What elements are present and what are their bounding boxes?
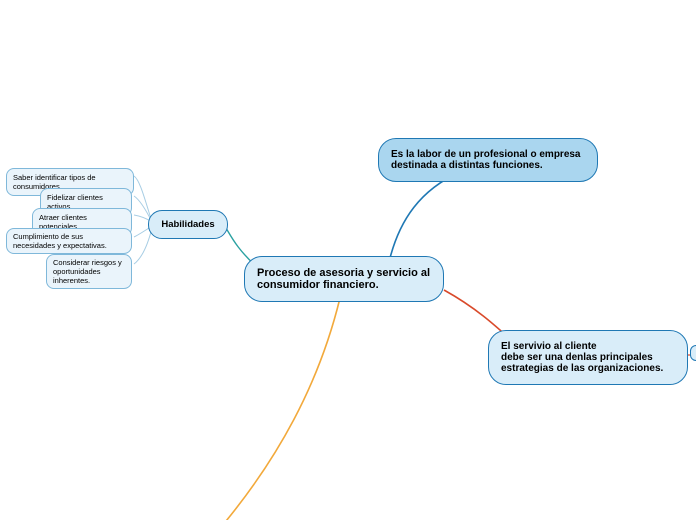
leaf-text: Considerar riesgos y oportunidades inher… <box>53 258 122 285</box>
branch-definition-text: Es la labor de un profesional o empresa … <box>391 149 581 171</box>
branch-habilidades-label: Habilidades <box>161 219 214 230</box>
branch-service-text: El servivio al cliente debe ser una denl… <box>501 341 663 374</box>
leaf-cumplimiento[interactable]: Cumplimiento de sus necesidades y expect… <box>6 228 132 254</box>
leaf-text: Cumplimiento de sus necesidades y expect… <box>13 232 107 250</box>
central-topic[interactable]: Proceso de asesoria y servicio al consum… <box>244 256 444 302</box>
branch-cutoff[interactable]: D <box>690 345 696 361</box>
branch-definition[interactable]: Es la labor de un profesional o empresa … <box>378 138 598 182</box>
branch-habilidades[interactable]: Habilidades <box>148 210 228 239</box>
mindmap-canvas: Proceso de asesoria y servicio al consum… <box>0 0 696 520</box>
leaf-riesgos[interactable]: Considerar riesgos y oportunidades inher… <box>46 254 132 289</box>
branch-service[interactable]: El servivio al cliente debe ser una denl… <box>488 330 688 385</box>
central-topic-text: Proceso de asesoria y servicio al consum… <box>257 267 430 291</box>
